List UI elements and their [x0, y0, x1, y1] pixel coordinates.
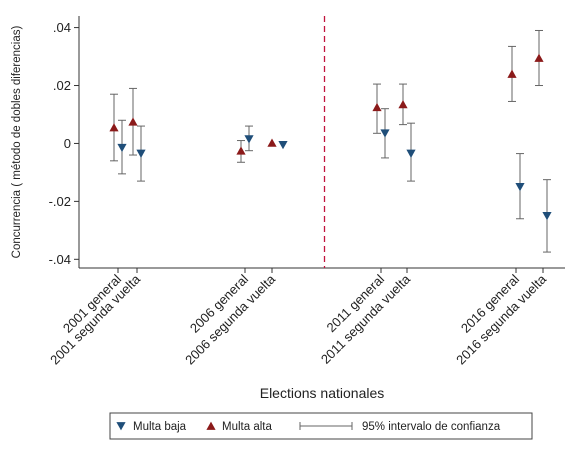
x-axis-title: Elections nationales: [260, 385, 385, 401]
multa-baja-point: [542, 211, 552, 221]
multa-baja-point: [515, 182, 525, 192]
legend-multa-baja-marker: [116, 422, 126, 431]
y-tick-label: -.04: [49, 252, 71, 267]
legend-multa-alta-marker: [206, 421, 216, 430]
legend-label-multa-alta: Multa alta: [222, 421, 272, 433]
legend: Multa baja Multa alta 95% intervalo de con…: [109, 412, 533, 440]
legend-label-multa-baja: Multa baja: [133, 421, 187, 433]
series-multa-baja: [117, 108, 552, 253]
multa-baja-point: [244, 135, 254, 144]
multa-baja-point: [278, 140, 288, 150]
multa-alta-point: [507, 69, 517, 78]
legend-label-ci: 95% intervalo de confianza: [362, 421, 501, 433]
multa-baja-point: [406, 149, 416, 158]
y-tick-label: .04: [53, 20, 71, 35]
multa-baja-point: [136, 149, 146, 158]
multa-alta-point: [128, 117, 138, 126]
plot-marks: [109, 29, 552, 253]
multa-baja-point: [117, 143, 127, 153]
multa-alta-point: [267, 138, 277, 147]
multa-baja-point: [380, 129, 390, 138]
series-multa-alta: [109, 29, 544, 163]
multa-alta-point: [398, 99, 408, 109]
multa-alta-point: [109, 123, 119, 132]
multa-alta-point: [236, 146, 246, 155]
multa-alta-point: [372, 102, 382, 112]
multa-alta-point: [534, 53, 544, 62]
x-tick-label: 2001 segunda vuelta: [47, 271, 144, 368]
y-tick-label: .02: [53, 78, 71, 93]
y-tick-label: -.02: [49, 194, 71, 209]
y-tick-label: 0: [64, 136, 71, 151]
y-axis-title: Concurrencia ( método de dobles diferenc…: [11, 25, 23, 258]
